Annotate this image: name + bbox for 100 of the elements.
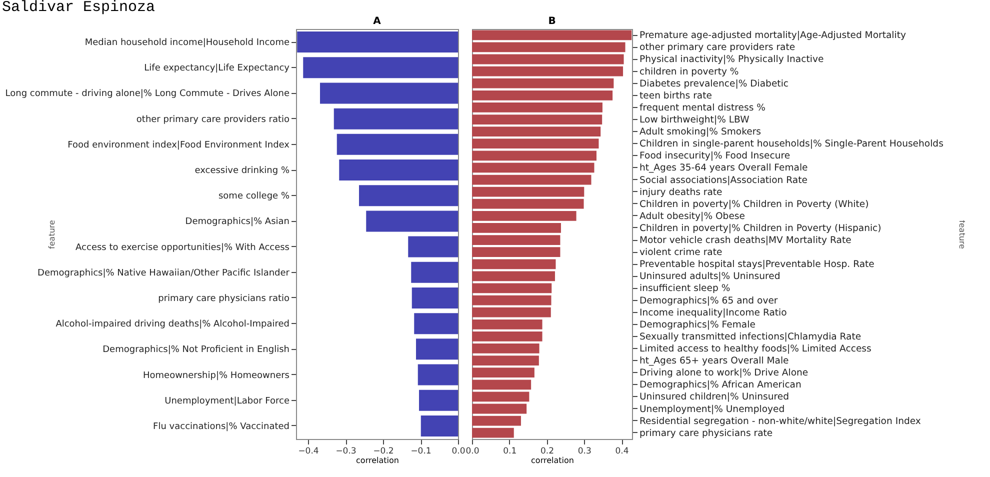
y-tick-label: injury deaths rate (640, 186, 723, 198)
y-tick-label: Income inequality|Income Ratio (640, 307, 788, 318)
bar (472, 186, 584, 197)
y-tick-label: Homeownership|% Homeowners (142, 370, 290, 381)
bar (472, 428, 514, 438)
y-tick-label: Food environment index|Food Environment Index (68, 140, 290, 150)
chart-title: A (373, 16, 382, 27)
y-tick-label: Low birthweight|% LBW (640, 114, 750, 126)
y-tick-label: violent crime rate (640, 247, 722, 258)
y-tick-label: primary care physicians rate (640, 428, 773, 439)
y-tick-label: Premature age-adjusted mortality|Age-Adjusted Mortality (640, 30, 906, 42)
y-tick-label: Life expectancy|Life Expectancy (144, 64, 290, 74)
y-tick-label: insufficient sleep % (640, 283, 730, 294)
bar (472, 259, 556, 270)
bar (472, 66, 624, 76)
bar (472, 150, 596, 161)
x-tick-label: 0.0 (466, 446, 480, 456)
bar (472, 247, 560, 258)
bar (472, 174, 592, 185)
x-tick-label: −0.3 (336, 446, 356, 456)
bar (472, 307, 551, 318)
x-tick-label: 0.4 (615, 446, 629, 456)
bar (472, 295, 552, 306)
y-tick-label: Residential segregation - non-white/white|Segregation Index (640, 416, 922, 427)
bar (472, 271, 555, 282)
y-tick-label: Unemployment|% Unemployed (640, 404, 785, 415)
x-tick-label: 0.0 (452, 446, 466, 456)
bar (472, 283, 552, 294)
y-tick-label: Driving alone to work|% Drive Alone (640, 368, 808, 379)
x-tick-label: −0.2 (373, 446, 394, 456)
x-axis-title: correlation (531, 456, 574, 465)
bar (472, 356, 539, 366)
y-tick-label: Diabetes prevalence|% Diabetic (640, 78, 789, 90)
y-tick-label: Sexually transmitted infections|Chlamydia Rate (640, 331, 862, 342)
y-tick-label: Flu vaccinations|% Vaccinated (153, 422, 290, 432)
bar (472, 392, 530, 402)
bar (472, 223, 561, 233)
y-tick-label: frequent mental distress % (640, 102, 766, 114)
bar (472, 54, 624, 64)
bar (472, 332, 542, 342)
y-tick-label: ht_Ages 35-64 years Overall Female (640, 162, 808, 174)
y-tick-label: Uninsured adults|% Uninsured (640, 271, 780, 282)
y-tick-label: Adult smoking|% Smokers (640, 126, 762, 138)
y-axis-title: feature (48, 220, 56, 249)
bar (472, 404, 527, 414)
bar (472, 78, 614, 88)
bar (472, 114, 602, 124)
y-tick-label: ht_Ages 65+ years Overall Male (640, 356, 790, 367)
bar (472, 235, 560, 245)
y-tick-label: Access to exercise opportunities|% With Access (76, 242, 290, 253)
y-tick-label: excessive drinking % (194, 166, 290, 176)
y-tick-label: Demographics|% 65 and over (640, 295, 778, 306)
y-tick-label: Demographics|% Native Hawaiian/Other Pacific Islander (38, 268, 290, 278)
y-tick-label: other primary care providers ratio (136, 114, 290, 125)
chart-title: B (548, 16, 556, 27)
y-tick-label: Limited access to healthy foods|% Limited Access (640, 343, 872, 354)
y-tick-label: Preventable hospital stays|Preventable Hosp. Rate (640, 259, 875, 270)
y-tick-label: Demographics|% Not Proficient in English (102, 345, 290, 356)
x-tick-label: 0.1 (503, 446, 517, 456)
y-tick-label: Physical inactivity|% Physically Inactive (640, 54, 824, 66)
bar (472, 138, 599, 149)
bar (472, 210, 576, 221)
x-tick-label: −0.4 (298, 446, 319, 456)
y-tick-label: Food insecurity|% Food Insecure (640, 150, 790, 162)
y-tick-label: Children in poverty|% Children in Poverty (White) (640, 198, 869, 210)
y-tick-label: Alcohol-impaired driving deaths|% Alcohol-Impaired (56, 320, 290, 330)
y-tick-label: Long commute - driving alone|% Long Commute - Drives Alone (5, 89, 290, 100)
x-axis-title: correlation (356, 456, 399, 465)
bar (472, 344, 540, 354)
bar (472, 42, 626, 52)
bar (472, 90, 613, 100)
bar (472, 198, 584, 209)
bar (472, 319, 542, 330)
y-tick-label: Social associations|Association Rate (640, 174, 808, 186)
text: Saldivar Espinoza (1, 0, 156, 16)
y-tick-label: children in poverty % (640, 66, 739, 78)
bar (472, 126, 601, 136)
y-tick-label: Children in single-parent households|% Single-Parent Households (640, 138, 944, 150)
y-tick-label: primary care physicians ratio (158, 294, 290, 304)
bar (472, 380, 532, 390)
x-tick-label: −0.1 (410, 446, 432, 456)
y-tick-label: Children in poverty|% Children in Poverty (Hispanic) (640, 222, 882, 234)
y-tick-label: teen births rate (640, 90, 712, 102)
y-tick-label: some college % (218, 192, 290, 202)
y-tick-label: Median household income|Household Income (84, 38, 290, 48)
y-tick-label: other primary care providers rate (640, 42, 796, 54)
x-tick-label: 0.2 (540, 446, 554, 456)
y-tick-label: Adult obesity|% Obese (640, 210, 746, 222)
y-tick-label: Demographics|% African American (640, 380, 802, 391)
y-tick-label: Demographics|% Female (640, 319, 756, 330)
bar (472, 30, 632, 40)
y-tick-label: Demographics|% Asian (185, 217, 290, 228)
bar (472, 162, 594, 173)
y-tick-label: Uninsured children|% Uninsured (640, 392, 790, 403)
bar (472, 102, 602, 112)
y-tick-label: Unemployment|Labor Force (164, 396, 290, 406)
bar (472, 368, 534, 378)
x-tick-label: 0.3 (578, 446, 592, 456)
y-tick-label: Motor vehicle crash deaths|MV Mortality Rate (640, 235, 852, 246)
bar (472, 416, 521, 426)
